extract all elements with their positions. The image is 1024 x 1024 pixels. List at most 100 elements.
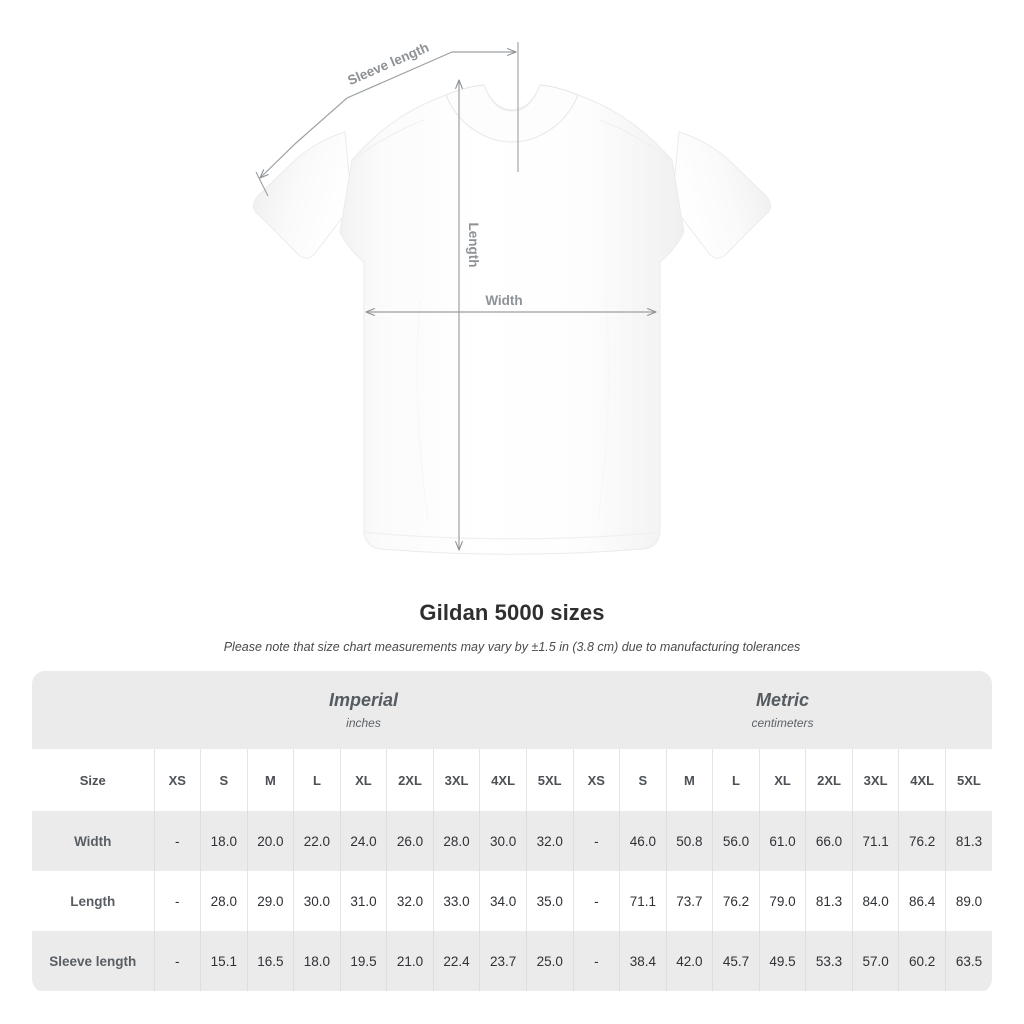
cell-length-metric-l: 76.2 (712, 871, 760, 931)
size-column-header: Size (32, 749, 155, 811)
cell-width-imperial-2xl: 26.0 (386, 811, 434, 871)
cell-length-metric-xs: - (573, 871, 621, 931)
cell-sleeve-length-metric-xs: - (573, 931, 621, 991)
size-header-metric-5xl: 5XL (945, 749, 992, 811)
cell-sleeve-length-metric-2xl: 53.3 (805, 931, 853, 991)
table-row: Width -18.0 20.0 22.0 24.0 26.0 28.0 30.0 32.0-4… (32, 811, 992, 871)
cell-width-metric-l: 56.0 (712, 811, 760, 871)
cell-length-metric-m: 73.7 (666, 871, 714, 931)
size-header-imperial-s: S (200, 749, 248, 811)
unit-band-row: Imperial inches Metric centimeters (32, 671, 992, 749)
cell-length-imperial-s: 28.0 (200, 871, 248, 931)
size-header-metric-m: M (666, 749, 714, 811)
size-header-imperial-l: L (293, 749, 341, 811)
cell-length-imperial-xs: - (154, 871, 202, 931)
size-header-metric-2xl: 2XL (805, 749, 853, 811)
row-label-sleeve-length: Sleeve length (32, 931, 155, 991)
size-header-metric-l: L (712, 749, 760, 811)
cell-sleeve-length-imperial-xs: - (154, 931, 202, 991)
cell-width-metric-4xl: 76.2 (898, 811, 946, 871)
cell-length-metric-2xl: 81.3 (805, 871, 853, 931)
size-header-imperial-xs: XS (154, 749, 202, 811)
width-label: Width (485, 293, 522, 308)
unit-group-header-imperial: Imperial inches (154, 671, 574, 749)
cell-width-metric-m: 50.8 (666, 811, 714, 871)
cell-width-metric-xs: - (573, 811, 621, 871)
cell-sleeve-length-metric-5xl: 63.5 (945, 931, 992, 991)
cell-length-imperial-4xl: 34.0 (479, 871, 527, 931)
cell-length-metric-3xl: 84.0 (852, 871, 900, 931)
size-header-imperial-4xl: 4XL (479, 749, 527, 811)
size-header-imperial-5xl: 5XL (526, 749, 574, 811)
unit-group-name: Imperial (329, 690, 399, 710)
product-illustration: Sleeve length Length Width (253, 40, 771, 555)
page-title: Gildan 5000 sizes (419, 600, 605, 625)
size-chart-table: Imperial inches Metric centimeters Size XS S M L… (32, 671, 992, 991)
cell-length-metric-5xl: 89.0 (945, 871, 992, 931)
table-row: Length -28.0 29.0 30.0 31.0 32.0 33.0 34.0 35.0-… (32, 871, 992, 931)
cell-sleeve-length-metric-4xl: 60.2 (898, 931, 946, 991)
measurement-annotations (255, 42, 656, 550)
unit-band-spacer (32, 671, 154, 749)
cell-length-metric-4xl: 86.4 (898, 871, 946, 931)
cell-sleeve-length-imperial-xl: 19.5 (340, 931, 388, 991)
size-header-imperial-2xl: 2XL (386, 749, 434, 811)
cell-width-imperial-l: 22.0 (293, 811, 341, 871)
cell-sleeve-length-metric-s: 38.4 (619, 931, 667, 991)
cell-width-imperial-5xl: 32.0 (526, 811, 574, 871)
cell-width-imperial-m: 20.0 (247, 811, 295, 871)
tolerance-note: Please note that size chart measurements… (223, 640, 801, 654)
cell-sleeve-length-metric-xl: 49.5 (759, 931, 807, 991)
unit-group-name: Metric (756, 690, 810, 710)
cell-length-metric-xl: 79.0 (759, 871, 807, 931)
chart-heading-block: Gildan 5000 sizes Please note that size … (0, 598, 1024, 655)
cell-width-imperial-xl: 24.0 (340, 811, 388, 871)
unit-group-header-metric: Metric centimeters (573, 671, 992, 749)
cell-length-imperial-3xl: 33.0 (433, 871, 481, 931)
size-chart-table-container: Imperial inches Metric centimeters Size XS S M L… (32, 671, 992, 992)
size-header-metric-s: S (619, 749, 667, 811)
cell-width-metric-3xl: 71.1 (852, 811, 900, 871)
sleeve-hem-tick (255, 171, 269, 197)
cell-width-imperial-xs: - (154, 811, 202, 871)
cell-width-metric-5xl: 81.3 (945, 811, 992, 871)
cell-length-metric-s: 71.1 (619, 871, 667, 931)
table-row: Sleeve length -15.1 16.5 18.0 19.5 21.0 22.4 23… (32, 931, 992, 991)
unit-group-unit: centimeters (751, 716, 814, 730)
cell-length-imperial-2xl: 32.0 (386, 871, 434, 931)
size-header-metric-xs: XS (573, 749, 621, 811)
cell-sleeve-length-metric-m: 42.0 (666, 931, 714, 991)
cell-sleeve-length-imperial-3xl: 22.4 (433, 931, 481, 991)
cell-width-metric-2xl: 66.0 (805, 811, 853, 871)
unit-group-unit: inches (346, 716, 381, 730)
cell-width-imperial-s: 18.0 (200, 811, 248, 871)
sleeve-length-label: Sleeve length (345, 40, 431, 88)
length-label: Length (466, 223, 481, 268)
cell-sleeve-length-imperial-m: 16.5 (247, 931, 295, 991)
cell-sleeve-length-metric-l: 45.7 (712, 931, 760, 991)
cell-sleeve-length-imperial-l: 18.0 (293, 931, 341, 991)
cell-length-imperial-xl: 31.0 (340, 871, 388, 931)
cell-width-metric-xl: 61.0 (759, 811, 807, 871)
size-header-imperial-xl: XL (340, 749, 388, 811)
cell-sleeve-length-metric-3xl: 57.0 (852, 931, 900, 991)
cell-width-imperial-4xl: 30.0 (479, 811, 527, 871)
cell-width-metric-s: 46.0 (619, 811, 667, 871)
cell-sleeve-length-imperial-s: 15.1 (200, 931, 248, 991)
cell-width-imperial-3xl: 28.0 (433, 811, 481, 871)
cell-sleeve-length-imperial-4xl: 23.7 (479, 931, 527, 991)
size-header-imperial-m: M (247, 749, 295, 811)
size-header-metric-4xl: 4XL (898, 749, 946, 811)
size-header-metric-xl: XL (759, 749, 807, 811)
cell-length-imperial-5xl: 35.0 (526, 871, 574, 931)
size-header-imperial-3xl: 3XL (433, 749, 481, 811)
cell-sleeve-length-imperial-2xl: 21.0 (386, 931, 434, 991)
cell-sleeve-length-imperial-5xl: 25.0 (526, 931, 574, 991)
cell-length-imperial-l: 30.0 (293, 871, 341, 931)
sleeve-length-dimension-line (260, 51, 453, 178)
size-header-row: Size XS S M L XL 2XL 3XL 4XL 5XL XS S M L XL 2XL 3XL 4XL 5… (32, 749, 992, 811)
cell-length-imperial-m: 29.0 (247, 871, 295, 931)
row-label-length: Length (32, 871, 155, 931)
row-label-width: Width (32, 811, 155, 871)
size-header-metric-3xl: 3XL (852, 749, 900, 811)
